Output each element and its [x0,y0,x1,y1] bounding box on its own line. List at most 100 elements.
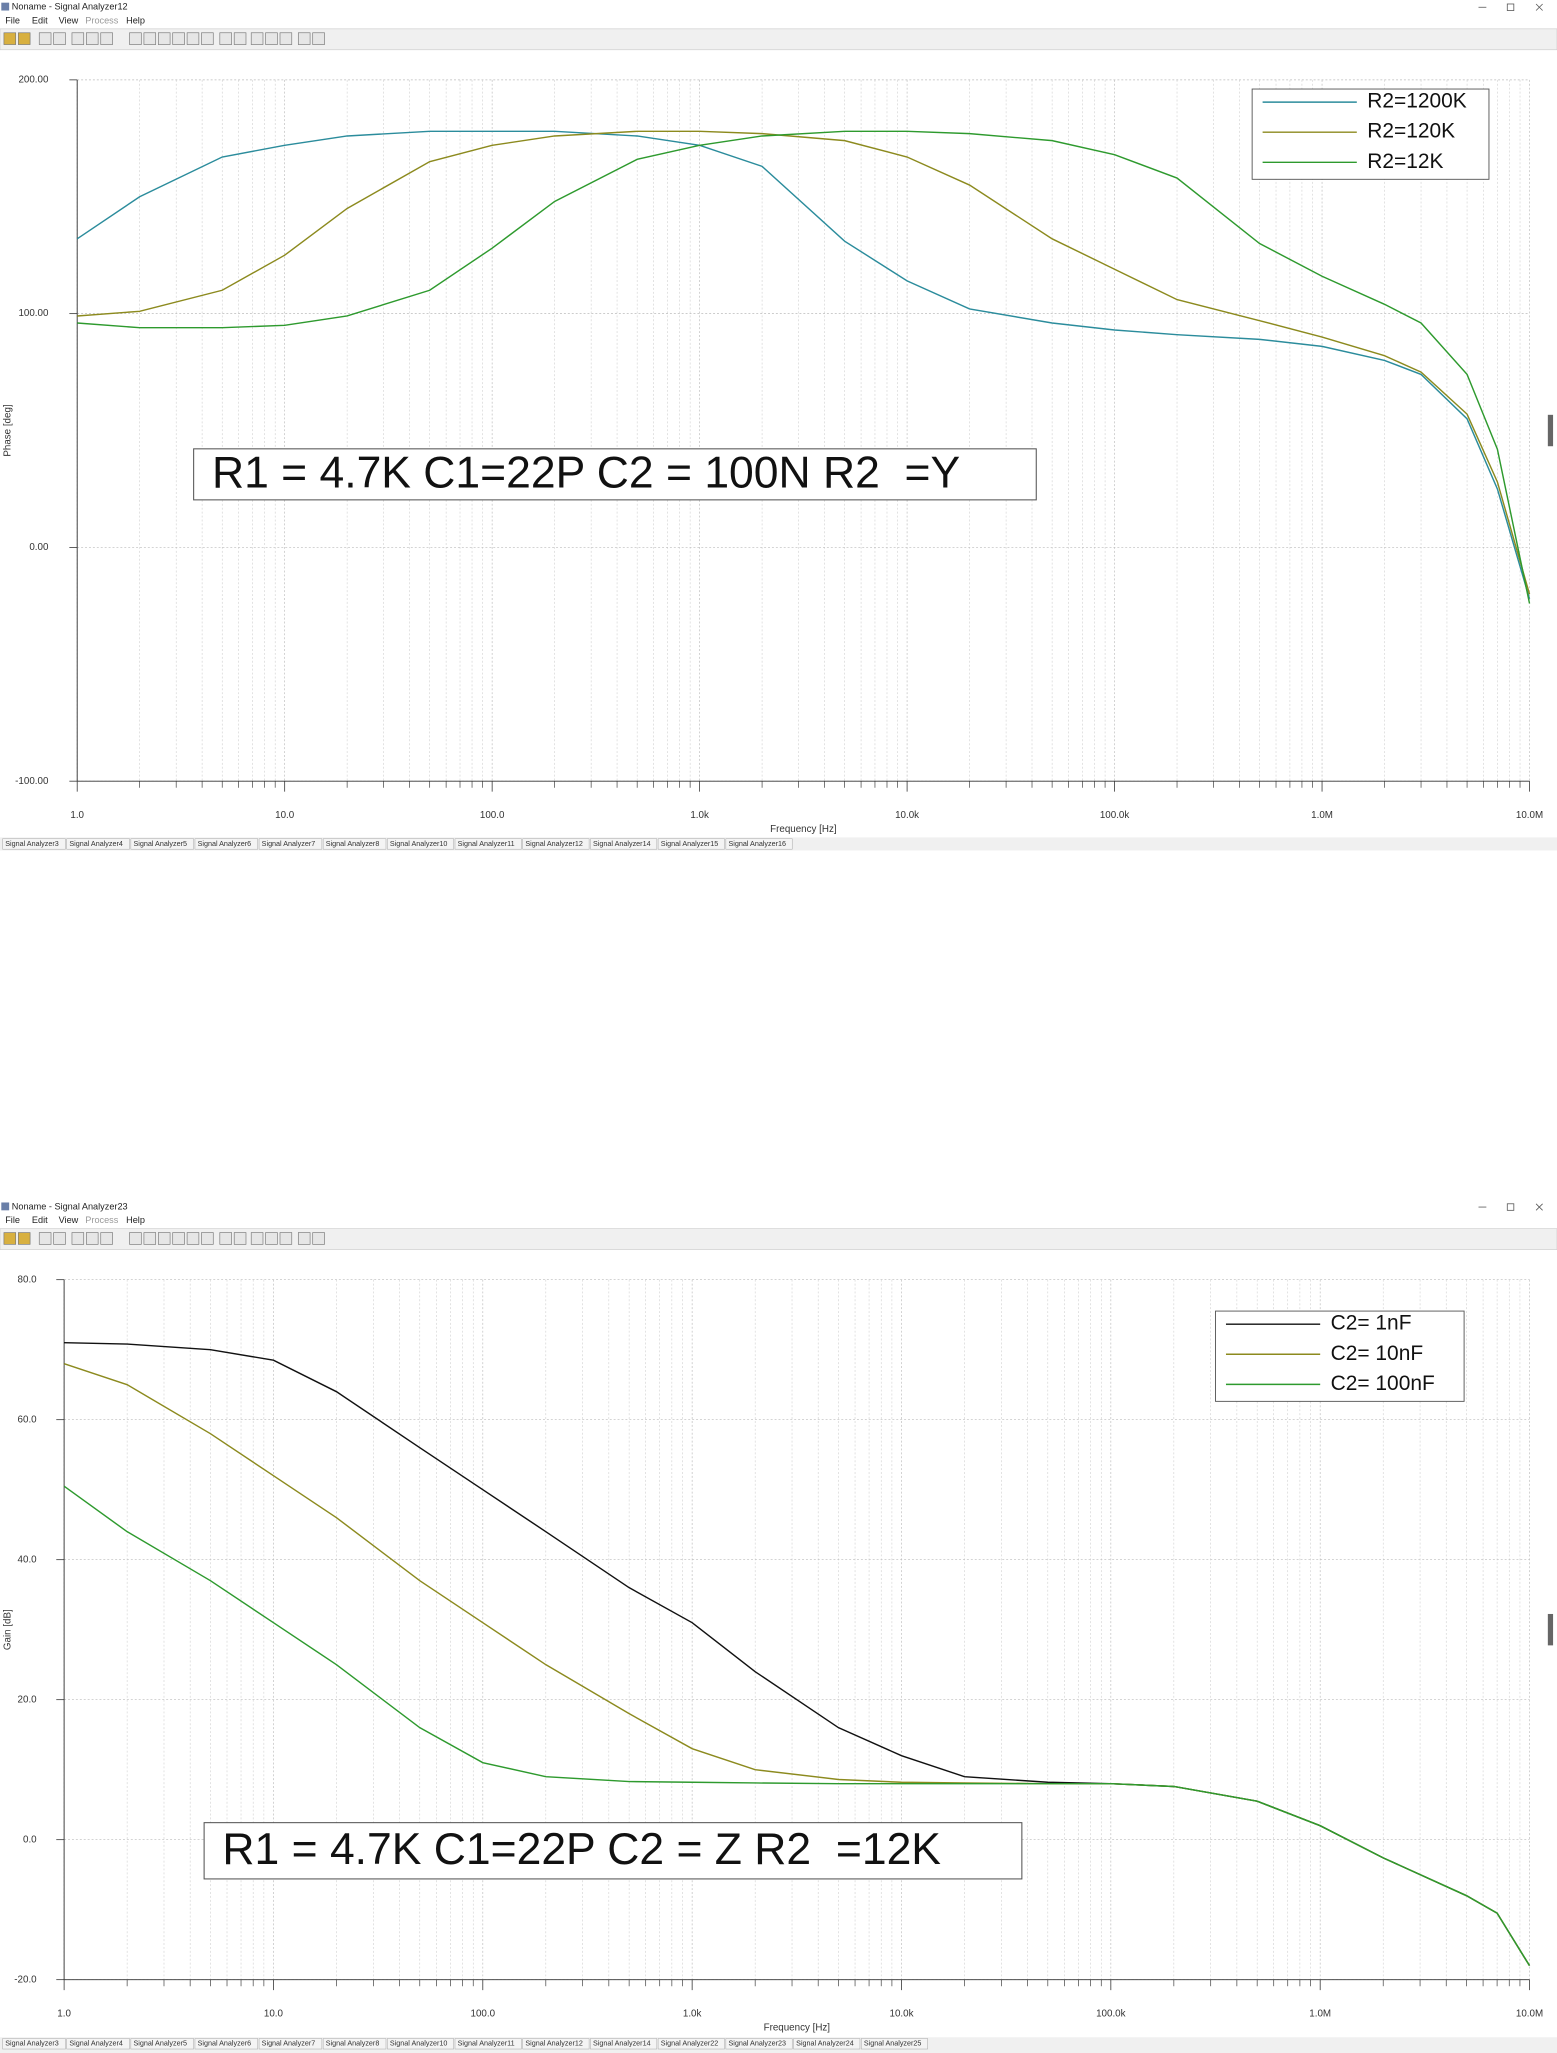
toolbar-button[interactable] [219,1232,232,1245]
toolbar-button[interactable] [129,1232,142,1245]
toolbar-button[interactable] [201,1232,214,1245]
tab-label[interactable]: Signal Analyzer4 [69,839,123,848]
toolbar-button[interactable] [143,32,157,45]
toolbar-button[interactable] [17,1232,31,1245]
tab-label[interactable]: Signal Analyzer15 [661,839,719,848]
toolbar-button[interactable] [71,1232,85,1245]
tab[interactable] [2,838,66,850]
toolbar-button[interactable] [297,32,311,45]
menu-item[interactable]: Help [126,15,145,25]
tab[interactable] [454,838,522,850]
tab-label[interactable]: Signal Analyzer8 [326,839,380,848]
menu-item[interactable]: View [59,15,79,25]
restore-button[interactable] [1506,1203,1515,1211]
toolbar-button[interactable] [233,1232,247,1245]
toolbar-button[interactable] [71,32,85,45]
toolbar-button[interactable] [279,32,293,45]
toolbar-button[interactable] [86,1232,99,1245]
tab[interactable] [258,2038,323,2050]
tab-label[interactable]: Signal Analyzer12 [525,2039,583,2048]
toolbar-button[interactable] [157,32,171,45]
tab-label[interactable]: Signal Analyzer10 [390,2039,448,2048]
toolbar-button[interactable] [265,1232,278,1245]
menu-item[interactable]: Process [85,15,118,25]
toolbar-button[interactable] [172,1232,185,1245]
tab[interactable] [322,838,387,850]
tab[interactable] [258,838,323,850]
toolbar-button[interactable] [143,1232,157,1245]
toolbar-button[interactable] [312,1232,325,1245]
toolbar-button[interactable] [186,1232,200,1245]
toolbar-button[interactable] [86,32,99,45]
tab[interactable] [194,838,259,850]
tab-label[interactable]: Signal Analyzer4 [69,2039,123,2048]
toolbar-button[interactable] [157,1232,171,1245]
tab-label[interactable]: Signal Analyzer10 [390,839,448,848]
toolbar-button[interactable] [172,32,185,45]
tab[interactable] [130,2038,194,2050]
toolbar-button[interactable] [38,32,52,45]
scroll-handle[interactable] [1547,1613,1554,1646]
menu-item[interactable]: Process [85,1215,118,1225]
tab-label[interactable]: Signal Analyzer14 [593,2039,651,2048]
toolbar-button[interactable] [38,1232,52,1245]
tab-label[interactable]: Signal Analyzer5 [133,839,187,848]
menu-item[interactable]: View [59,1215,79,1225]
toolbar-button[interactable] [100,1232,113,1245]
toolbar-button[interactable] [186,32,200,45]
toolbar-button[interactable] [100,32,113,45]
toolbar-button[interactable] [250,1232,264,1245]
menu-item[interactable]: File [5,1215,20,1225]
tab[interactable] [66,838,130,850]
toolbar-button[interactable] [265,32,278,45]
tab-label[interactable]: Signal Analyzer16 [728,839,786,848]
toolbar-button[interactable] [129,32,142,45]
tab-label[interactable]: Signal Analyzer24 [796,2039,854,2048]
tab[interactable] [194,2038,259,2050]
tab[interactable] [725,838,793,850]
tab-label[interactable]: Signal Analyzer14 [593,839,651,848]
tab[interactable] [522,2038,590,2050]
toolbar-button[interactable] [17,32,31,45]
restore-button[interactable] [1506,3,1515,11]
tab[interactable] [793,2038,861,2050]
tab-label[interactable]: Signal Analyzer12 [525,839,583,848]
tab-label[interactable]: Signal Analyzer7 [262,839,316,848]
tab[interactable] [387,2038,454,2050]
tab[interactable] [657,838,725,850]
tab-label[interactable]: Signal Analyzer6 [198,839,252,848]
tab[interactable] [2,2038,66,2050]
tab-label[interactable]: Signal Analyzer7 [262,2039,316,2048]
tab[interactable] [860,2038,928,2050]
toolbar-button[interactable] [53,32,66,45]
tab[interactable] [130,838,194,850]
toolbar-button[interactable] [53,1232,66,1245]
menu-item[interactable]: Edit [32,1215,48,1225]
tab-label[interactable]: Signal Analyzer11 [458,2039,515,2048]
menu-item[interactable]: Help [126,1215,145,1225]
tab-label[interactable]: Signal Analyzer3 [5,2039,59,2048]
tab-label[interactable]: Signal Analyzer22 [661,2039,719,2048]
scroll-handle[interactable] [1547,414,1554,447]
toolbar-button[interactable] [3,1232,17,1245]
toolbar-button[interactable] [219,32,232,45]
toolbar-button[interactable] [3,32,17,45]
tab-label[interactable]: Signal Analyzer6 [198,2039,252,2048]
tab-label[interactable]: Signal Analyzer3 [5,839,59,848]
close-button[interactable] [1535,3,1543,11]
tab-label[interactable]: Signal Analyzer5 [133,2039,187,2048]
tab-label[interactable]: Signal Analyzer23 [728,2039,786,2048]
toolbar-button[interactable] [233,32,247,45]
toolbar-button[interactable] [279,1232,293,1245]
menu-item[interactable]: Edit [32,15,48,25]
toolbar-button[interactable] [297,1232,311,1245]
menu-item[interactable]: File [5,15,20,25]
tab[interactable] [725,2038,793,2050]
toolbar-button[interactable] [312,32,325,45]
tab[interactable] [590,2038,658,2050]
tab-label[interactable]: Signal Analyzer8 [326,2039,380,2048]
tab[interactable] [657,2038,725,2050]
tab-label[interactable]: Signal Analyzer25 [864,2039,922,2048]
tab[interactable] [322,2038,387,2050]
tab[interactable] [590,838,658,850]
